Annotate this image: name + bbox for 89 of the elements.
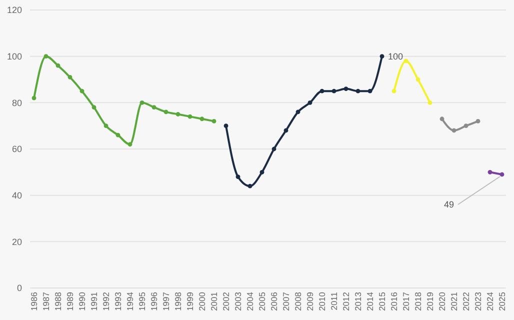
point: [404, 58, 408, 64]
y-tick-label: 60: [12, 144, 22, 154]
y-tick-label: 20: [12, 236, 22, 247]
point: [296, 110, 300, 114]
x-tick-label: 2007: [281, 292, 291, 311]
x-tick-label: 2019: [425, 292, 435, 311]
point: [284, 128, 288, 133]
point: [200, 116, 204, 122]
x-tick-label: 2004: [245, 292, 255, 311]
y-tick-label: 40: [12, 190, 22, 200]
point: [464, 124, 468, 128]
y-tick-label: 100: [6, 51, 22, 62]
point: [164, 110, 168, 114]
point: [476, 119, 480, 124]
y-tick-label: 0: [16, 283, 22, 294]
x-tick-label: 1991: [89, 292, 99, 311]
annotation: 49: [444, 200, 454, 210]
point: [32, 96, 36, 100]
point: [236, 174, 240, 179]
point: [356, 88, 360, 94]
y-tick-label: 80: [12, 98, 22, 108]
point: [56, 63, 60, 68]
point: [116, 132, 120, 138]
point: [104, 124, 108, 128]
x-tick-label: 2024: [485, 292, 495, 311]
y-tick-label: 120: [6, 5, 22, 16]
point: [392, 88, 396, 94]
point: [80, 88, 84, 94]
x-tick-label: 2021: [449, 292, 459, 311]
point: [308, 100, 312, 105]
x-tick-label: 2025: [497, 292, 507, 311]
x-tick-label: 2008: [293, 292, 303, 311]
point: [176, 112, 180, 116]
point: [68, 74, 72, 80]
point: [320, 88, 324, 94]
x-tick-label: 1998: [173, 292, 183, 311]
x-tick-label: 1995: [137, 292, 147, 311]
x-tick-label: 2017: [401, 292, 411, 311]
point: [92, 105, 96, 110]
point: [272, 146, 276, 152]
point: [416, 77, 420, 82]
point: [128, 142, 132, 147]
point: [380, 54, 384, 59]
x-tick-label: 2013: [353, 292, 363, 311]
point: [500, 172, 504, 177]
x-tick-label: 2023: [473, 292, 483, 311]
x-tick-label: 2002: [221, 292, 231, 311]
point: [188, 114, 192, 119]
x-tick-label: 1986: [29, 292, 39, 311]
x-tick-label: 1999: [185, 292, 195, 311]
x-tick-label: 2006: [269, 292, 279, 311]
point: [260, 170, 264, 174]
x-tick-label: 2001: [209, 292, 219, 311]
x-tick-label: 2022: [461, 292, 471, 311]
x-tick-label: 2014: [365, 292, 375, 311]
point: [368, 88, 372, 94]
x-tick-label: 2016: [389, 292, 399, 311]
point: [440, 116, 444, 122]
point: [212, 119, 216, 124]
point: [224, 124, 228, 128]
x-tick-label: 2010: [317, 292, 327, 311]
x-tick-label: 1997: [161, 292, 171, 311]
x-tick-label: 2015: [377, 292, 387, 311]
x-tick-label: 1994: [125, 292, 135, 311]
x-tick-label: 2020: [437, 292, 447, 311]
point: [44, 54, 48, 59]
x-tick-label: 2011: [329, 292, 339, 310]
point: [452, 128, 456, 133]
point: [248, 184, 252, 188]
x-tick-label: 1988: [53, 292, 63, 311]
x-tick-label: 1996: [149, 292, 159, 311]
point: [332, 88, 336, 94]
x-tick-label: 1989: [65, 292, 75, 311]
annotation: 100: [388, 51, 404, 62]
x-tick-label: 1987: [41, 292, 51, 311]
point: [488, 170, 492, 174]
x-tick-label: 2012: [341, 292, 351, 311]
point: [344, 86, 348, 91]
x-tick-label: 2009: [305, 292, 315, 311]
point: [152, 105, 156, 110]
point: [140, 100, 144, 105]
x-tick-label: 2003: [233, 292, 243, 311]
x-tick-label: 2000: [197, 292, 207, 311]
x-tick-label: 1990: [77, 292, 87, 311]
x-tick-label: 1993: [113, 292, 123, 311]
point: [428, 100, 432, 105]
x-tick-label: 2005: [257, 292, 267, 311]
x-tick-label: 2018: [413, 292, 423, 311]
x-tick-label: 1992: [101, 292, 111, 311]
